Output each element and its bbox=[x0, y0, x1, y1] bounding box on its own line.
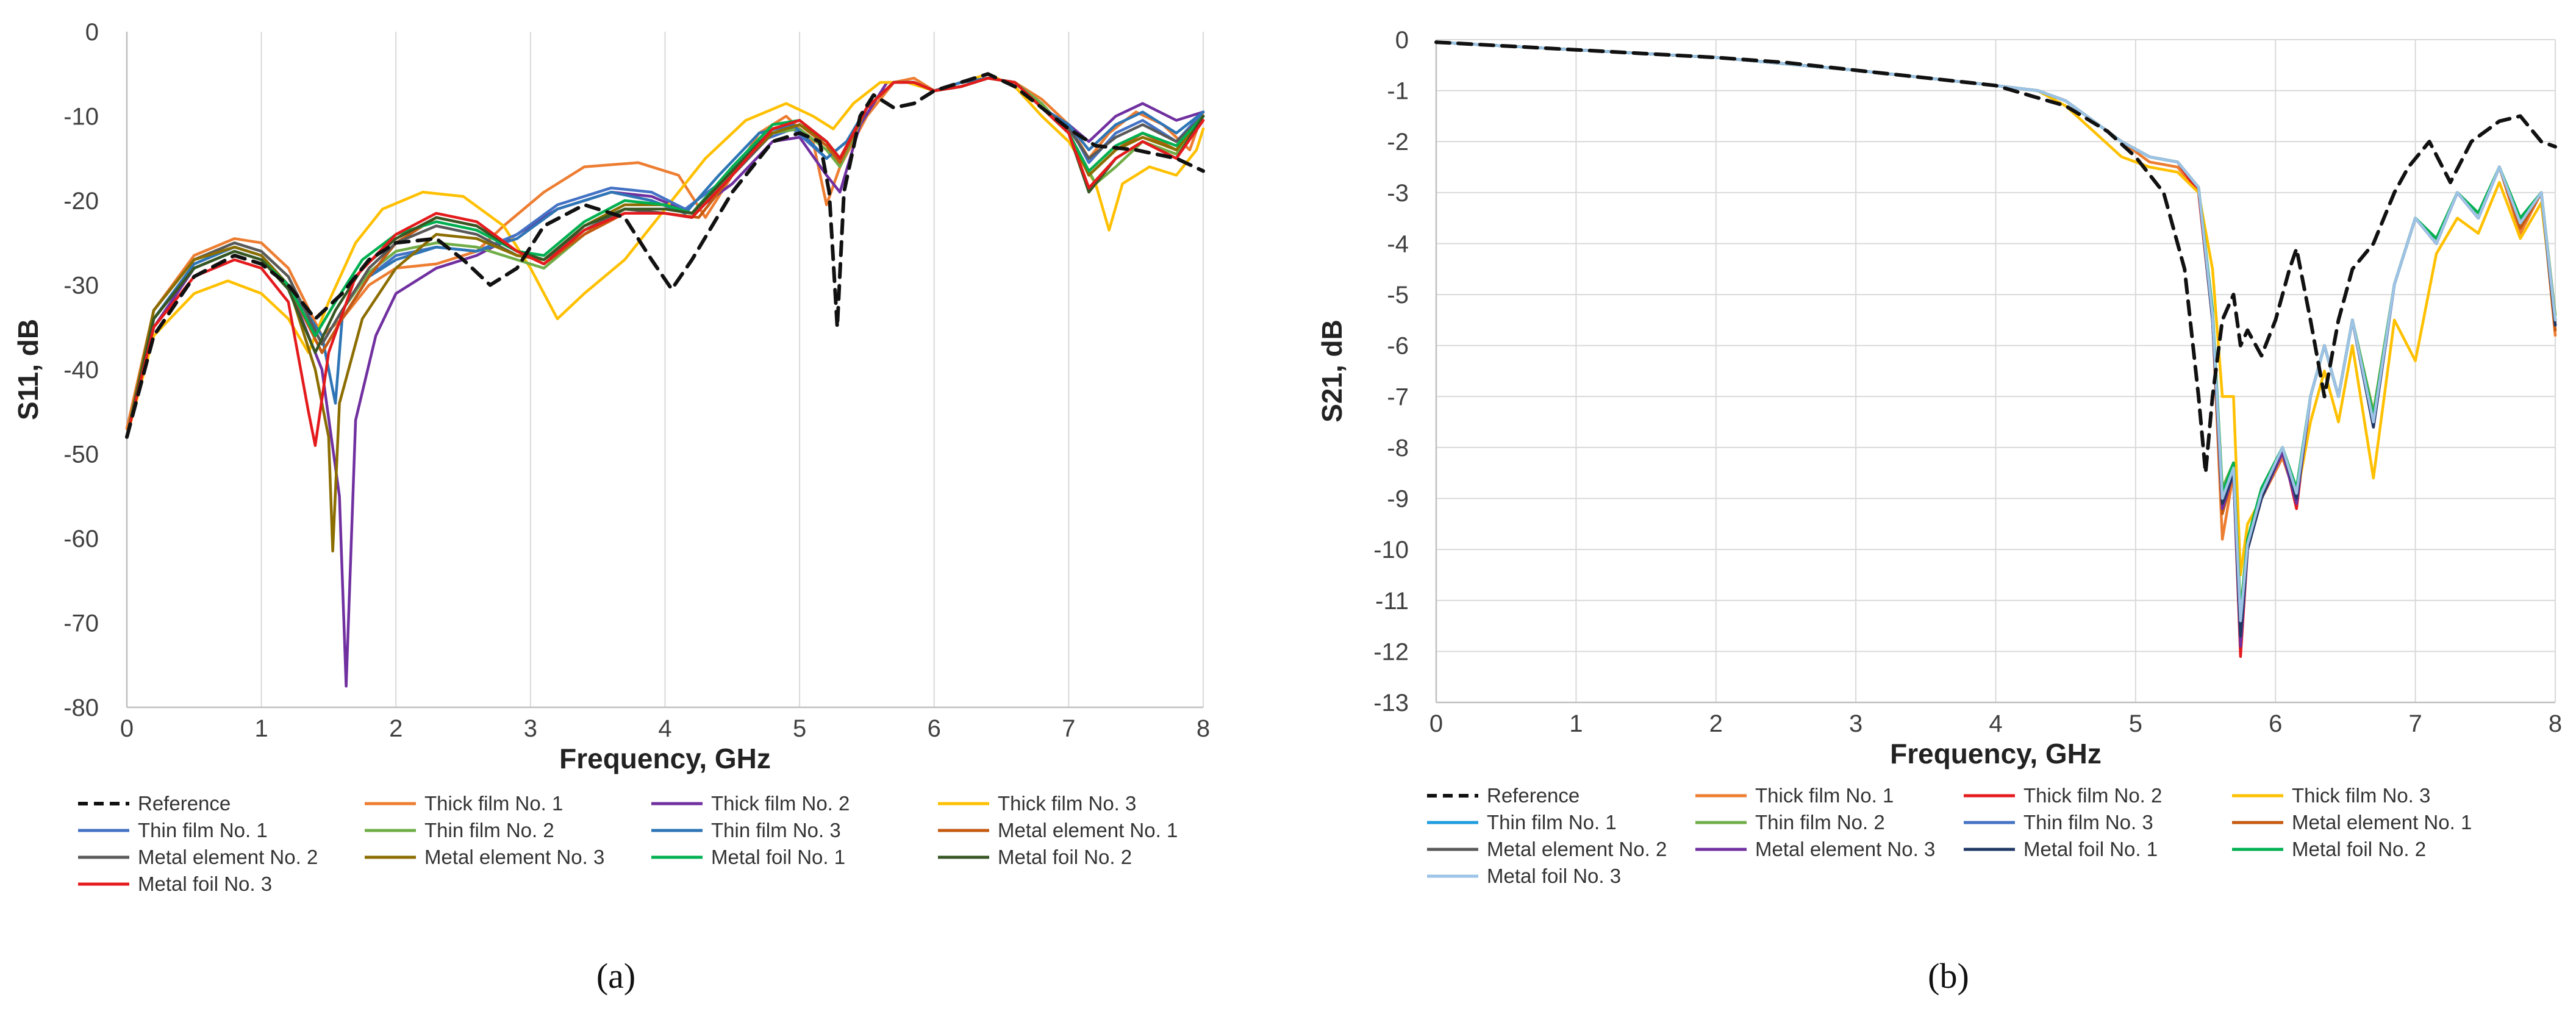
x-tick-label: 7 bbox=[1062, 715, 1075, 742]
x-tick-label: 8 bbox=[1197, 715, 1210, 742]
y-tick-label: -3 bbox=[1387, 180, 1409, 207]
legend-label: Metal element No. 3 bbox=[424, 846, 604, 868]
x-tick-label: 3 bbox=[1849, 710, 1862, 737]
y-tick-label: -30 bbox=[63, 273, 99, 299]
y-tick-label: -12 bbox=[1373, 638, 1409, 665]
x-tick-label: 7 bbox=[2409, 710, 2422, 737]
x-tick-label: 1 bbox=[1569, 710, 1583, 737]
x-tick-label: 5 bbox=[793, 715, 806, 742]
legend-label: Thick film No. 1 bbox=[1755, 784, 1894, 807]
panel-a-s11-chart: 0 1 2 3 4 5 6 7 8 0 -10 -20 -30 -40 -50 -60 -70 -80 Freque… bbox=[12, 19, 1210, 996]
y-tick-label: -10 bbox=[63, 104, 99, 130]
y-tick-label: -40 bbox=[63, 357, 99, 384]
legend-label: Thin film No. 1 bbox=[1487, 811, 1617, 834]
legend-label: Thin film No. 3 bbox=[711, 819, 841, 841]
y-tick-label: -7 bbox=[1387, 384, 1409, 410]
y-tick-label: -60 bbox=[63, 526, 99, 552]
series-line-metal-foil-no-3 bbox=[1434, 40, 2557, 623]
legend-label: Thick film No. 3 bbox=[2292, 784, 2430, 807]
legend-label: Metal foil No. 3 bbox=[138, 873, 272, 895]
series-line-metal-foil-no-3 bbox=[125, 76, 1205, 447]
legend-label: Metal foil No. 3 bbox=[1487, 865, 1621, 887]
y-tick-label: -4 bbox=[1387, 230, 1409, 257]
x-axis-title: Frequency, GHz bbox=[1890, 738, 2102, 769]
legend-label: Thick film No. 2 bbox=[2023, 784, 2162, 807]
legend-label: Thin film No. 2 bbox=[424, 819, 554, 841]
x-tick-label: 2 bbox=[389, 715, 402, 742]
panel-b-s21-chart: 0 1 2 3 4 5 6 7 8 0 -1 -2 -3 -4 -5 -6 -7 -8 -9 -10 -11 -12 -13… bbox=[1316, 27, 2562, 996]
y-tick-label: 0 bbox=[1395, 27, 1409, 54]
legend-label: Metal element No. 1 bbox=[2292, 811, 2472, 834]
legend-label: Reference bbox=[1487, 784, 1580, 807]
x-tick-label: 8 bbox=[2549, 710, 2562, 737]
legend-label: Metal foil No. 2 bbox=[998, 846, 1132, 868]
y-tick-label: -50 bbox=[63, 441, 99, 468]
x-tick-label: 2 bbox=[1709, 710, 1723, 737]
x-tick-label: 1 bbox=[255, 715, 268, 742]
y-tick-label: -5 bbox=[1387, 282, 1409, 309]
y-tick-label: -2 bbox=[1387, 129, 1409, 155]
legend-label: Metal foil No. 1 bbox=[2023, 838, 2158, 860]
legend-label: Metal element No. 2 bbox=[138, 846, 318, 868]
x-tick-label: 6 bbox=[928, 715, 941, 742]
series-line-reference bbox=[1434, 40, 2557, 475]
legend: Reference Thick film No. 1 Thick film No. … bbox=[1427, 784, 2472, 887]
legend-label: Metal element No. 2 bbox=[1487, 838, 1667, 860]
y-tick-label: -13 bbox=[1373, 690, 1409, 716]
y-axis-title: S11, dB bbox=[12, 319, 44, 420]
series-line-reference bbox=[125, 72, 1205, 439]
x-tick-label: 4 bbox=[658, 715, 671, 742]
legend-label: Thick film No. 1 bbox=[424, 792, 563, 815]
x-tick-label: 6 bbox=[2269, 710, 2282, 737]
x-tick-label: 5 bbox=[2129, 710, 2142, 737]
legend-label: Metal element No. 3 bbox=[1755, 838, 1935, 860]
y-tick-label: -9 bbox=[1387, 486, 1409, 513]
legend-label: Thin film No. 1 bbox=[138, 819, 268, 841]
panel-caption: (a) bbox=[596, 956, 635, 996]
x-tick-label: 4 bbox=[1989, 710, 2002, 737]
y-tick-label: -80 bbox=[63, 694, 99, 721]
legend-label: Thin film No. 3 bbox=[2023, 811, 2153, 834]
legend-label: Metal foil No. 1 bbox=[711, 846, 845, 868]
x-axis-title: Frequency, GHz bbox=[559, 743, 771, 774]
y-tick-label: -10 bbox=[1373, 537, 1409, 563]
legend-label: Reference bbox=[138, 792, 231, 815]
legend-label: Thick film No. 3 bbox=[998, 792, 1136, 815]
legend: Reference Thick film No. 1 Thick film No. … bbox=[78, 792, 1178, 895]
y-axis-title: S21, dB bbox=[1316, 320, 1348, 423]
y-tick-label: -70 bbox=[63, 610, 99, 637]
y-tick-label: -6 bbox=[1387, 333, 1409, 360]
x-tick-label: 0 bbox=[1429, 710, 1443, 737]
legend-label: Metal element No. 1 bbox=[998, 819, 1178, 841]
legend-label: Metal foil No. 2 bbox=[2292, 838, 2426, 860]
y-tick-label: 0 bbox=[85, 19, 99, 46]
panel-caption: (b) bbox=[1928, 956, 1969, 996]
x-tick-label: 3 bbox=[524, 715, 537, 742]
y-tick-label: -11 bbox=[1375, 588, 1409, 615]
y-tick-label: -1 bbox=[1387, 78, 1409, 105]
y-tick-label: -20 bbox=[63, 188, 99, 215]
legend-label: Thick film No. 2 bbox=[711, 792, 850, 815]
x-tick-label: 0 bbox=[120, 715, 134, 742]
y-tick-label: -8 bbox=[1387, 435, 1409, 462]
legend-label: Thin film No. 2 bbox=[1755, 811, 1885, 834]
